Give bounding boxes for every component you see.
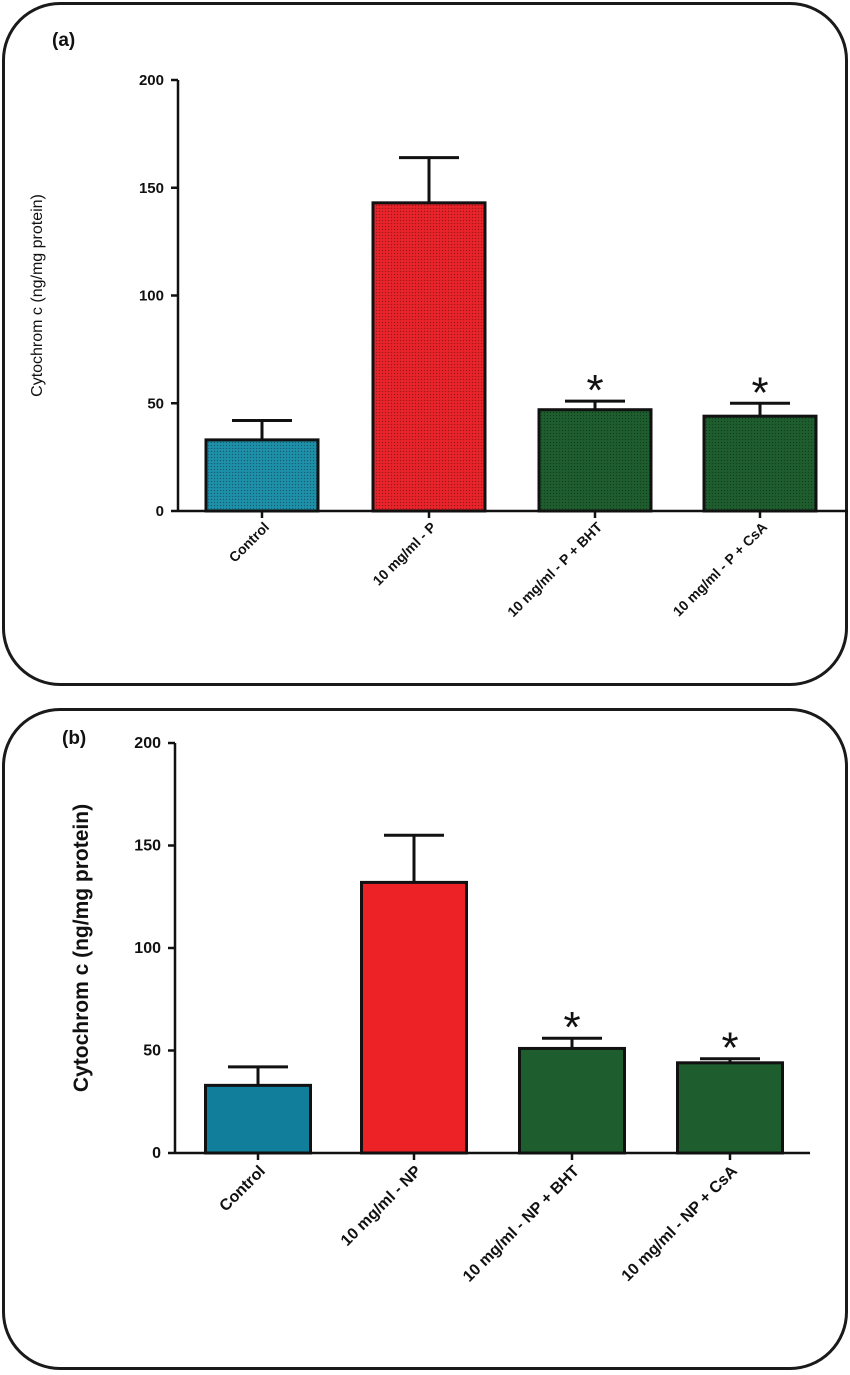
category-label-b-1: 10 mg/ml - NP xyxy=(338,1163,425,1250)
bar-b-2 xyxy=(518,1046,626,1155)
y-axis-title-b: Cytochrom c (ng/mg protein) xyxy=(70,804,93,1092)
bar-texture-a-0 xyxy=(207,441,317,510)
category-label-b-3: 10 mg/ml - NP + CsA xyxy=(619,1162,741,1284)
y-tick-label-a: 50 xyxy=(147,395,164,412)
bar-texture-a-2 xyxy=(540,411,650,510)
bar-b-3 xyxy=(676,1061,784,1155)
significance-star-b-2: * xyxy=(563,1003,580,1052)
y-axis-title-a: Cytochrom c (ng/mg protein) xyxy=(29,194,46,397)
y-tick-label-a: 100 xyxy=(139,288,164,305)
y-tick-label-b: 150 xyxy=(134,838,161,855)
bar-b-1 xyxy=(360,880,468,1155)
significance-star-a-2: * xyxy=(586,366,603,415)
significance-star-b-3: * xyxy=(721,1024,738,1073)
y-tick-label-b: 50 xyxy=(143,1043,161,1060)
y-tick-label-a: 150 xyxy=(139,180,164,197)
y-tick-label-a: 200 xyxy=(139,72,164,89)
y-tick-label-b: 200 xyxy=(134,735,161,752)
bar-b-0 xyxy=(204,1083,312,1155)
category-label-b-0: Control xyxy=(217,1163,269,1215)
significance-star-a-3: * xyxy=(751,368,768,417)
panel-label-b: (b) xyxy=(62,728,87,749)
y-tick-label-b: 100 xyxy=(134,940,161,957)
y-tick-label-a: 0 xyxy=(156,503,164,520)
bar-texture-a-1 xyxy=(374,204,484,510)
bar-texture-a-3 xyxy=(705,417,815,510)
y-tick-label-b: 0 xyxy=(152,1145,161,1162)
panel-label-a: (a) xyxy=(52,30,76,51)
category-label-b-2: 10 mg/ml - NP + BHT xyxy=(460,1163,583,1286)
